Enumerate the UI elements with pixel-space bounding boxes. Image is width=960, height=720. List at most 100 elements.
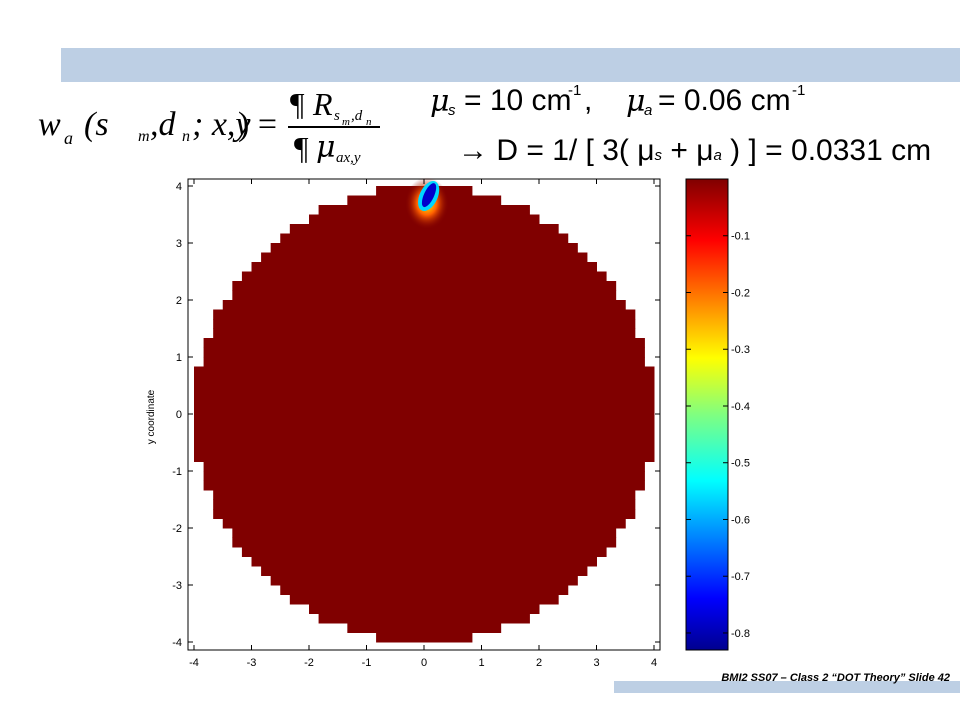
y-tick-label: -2	[172, 523, 182, 535]
colorbar-gradient	[685, 178, 729, 651]
x-tick-label: -4	[189, 657, 199, 669]
y-tick-label: 0	[176, 409, 182, 421]
disk-row	[203, 338, 645, 348]
y-tick-label: -1	[172, 466, 182, 478]
w-symbol: w	[38, 106, 61, 143]
mu-s-subscript: s	[448, 102, 456, 119]
mu-s-value: = 10 cm	[464, 84, 572, 117]
x-tick-label: 3	[593, 657, 599, 669]
y-tick-label: -3	[172, 580, 182, 592]
disk-row	[203, 480, 645, 491]
mu-a-subscript: a	[644, 102, 653, 119]
disk-row	[241, 547, 607, 557]
disk-row	[203, 471, 645, 481]
w-arg-s: (s	[84, 106, 109, 143]
w-arg-d-sub: n	[182, 128, 190, 145]
disk-row	[261, 566, 588, 576]
spot-blue	[421, 183, 437, 208]
disk-row	[213, 490, 636, 500]
numerator-sub-d: ,d	[351, 108, 363, 124]
disk-row	[194, 414, 655, 424]
title-band	[61, 48, 960, 82]
disk-row	[232, 528, 617, 538]
colorbar-tick-label: -0.4	[731, 401, 750, 413]
diffusion-plus: + μ	[662, 134, 714, 167]
disk-row	[194, 442, 655, 453]
disk-row	[203, 461, 645, 472]
disk-row	[280, 585, 569, 595]
x-tick-label: -2	[304, 657, 314, 669]
diffusion-equation: → D = 1/ [ 3( μs + μa ) ] = 0.0331 cm	[458, 134, 931, 174]
denominator-partial: ¶	[294, 130, 309, 166]
colorbar-tick-label: -0.8	[731, 628, 750, 640]
y-tick-label: 2	[176, 295, 182, 307]
colorbar-tick-label: -0.1	[731, 231, 750, 243]
plot-area: -4 -3 -2 -1 0 1 2 3 4 4 3 2 1 0 -1 -2 -3 -4	[172, 177, 661, 669]
disk-row	[194, 452, 655, 462]
disk-row	[289, 594, 559, 605]
colorbar: -0.1 -0.2 -0.3 -0.4 -0.5 -0.6 -0.7 -0.8	[685, 178, 750, 651]
disk-row	[222, 300, 626, 310]
params-comma: ,	[584, 84, 593, 117]
disk-row	[232, 281, 617, 291]
disk-row	[251, 262, 597, 272]
mu-a-symbol: μ	[626, 84, 646, 119]
disk-row	[213, 328, 636, 339]
disk-row	[280, 233, 569, 244]
denominator-sub: ax,y	[336, 150, 361, 166]
numerator-partial: ¶	[290, 86, 305, 122]
numerator-sub-m: m	[342, 116, 350, 128]
y-tick-label: 3	[176, 238, 182, 250]
disk-row	[194, 433, 655, 443]
disk-row	[241, 271, 607, 282]
fraction-bar	[288, 126, 380, 128]
denominator-mu: μ	[316, 130, 336, 165]
x-tick-label: 0	[421, 657, 427, 669]
disk-row	[232, 537, 617, 548]
disk-row	[347, 623, 502, 633]
x-tick-label: 1	[478, 657, 484, 669]
disk-row	[203, 347, 645, 358]
w-arg-xy: ; x,y	[192, 106, 251, 143]
disk-row	[213, 309, 636, 320]
x-tick-label: -1	[362, 657, 372, 669]
disk-row	[318, 613, 530, 624]
disk-row	[213, 509, 636, 519]
disk-row	[261, 252, 588, 263]
disk-row	[309, 604, 540, 614]
disk-row	[251, 556, 597, 567]
diffusion-sub-a: a	[713, 147, 722, 164]
numerator-sub-s: s	[334, 108, 340, 124]
numerator-sub-n: n	[366, 116, 372, 128]
y-axis-label: y coordinate	[146, 389, 157, 444]
w-arg-s-sub: m	[138, 128, 150, 145]
disk-row	[213, 499, 636, 510]
disk-row	[194, 366, 655, 377]
x-tick-label: 4	[651, 657, 657, 669]
disk-row	[194, 404, 655, 415]
colorbar-tick-label: -0.7	[731, 571, 750, 583]
disk-row	[232, 290, 617, 301]
mu-a-value: = 0.06 cm	[658, 84, 791, 117]
disk-row	[376, 632, 473, 643]
disk-row	[203, 357, 645, 367]
colorbar-tick-label: -0.3	[731, 344, 750, 356]
colorbar-tick-label: -0.5	[731, 458, 750, 470]
mu-a-exponent: -1	[792, 82, 806, 99]
footer-band	[614, 681, 960, 693]
disk-row	[194, 423, 655, 434]
disk-row	[194, 376, 655, 386]
colorbar-tick-label: -0.6	[731, 514, 750, 526]
x-tick-label: 2	[536, 657, 542, 669]
disk-row	[194, 385, 655, 396]
colorbar-tick-label: -0.2	[731, 287, 750, 299]
w-arg-d: ,d	[150, 106, 176, 143]
disk-row	[222, 518, 626, 529]
mu-s-exponent: -1	[568, 82, 582, 99]
diffusion-sub-s: s	[654, 147, 663, 164]
w-close: ) =	[238, 106, 277, 143]
y-tick-label: 1	[176, 352, 182, 364]
y-tick-label: -4	[172, 637, 182, 649]
diffusion-lhs: → D = 1/ [ 3( μ	[458, 134, 655, 167]
